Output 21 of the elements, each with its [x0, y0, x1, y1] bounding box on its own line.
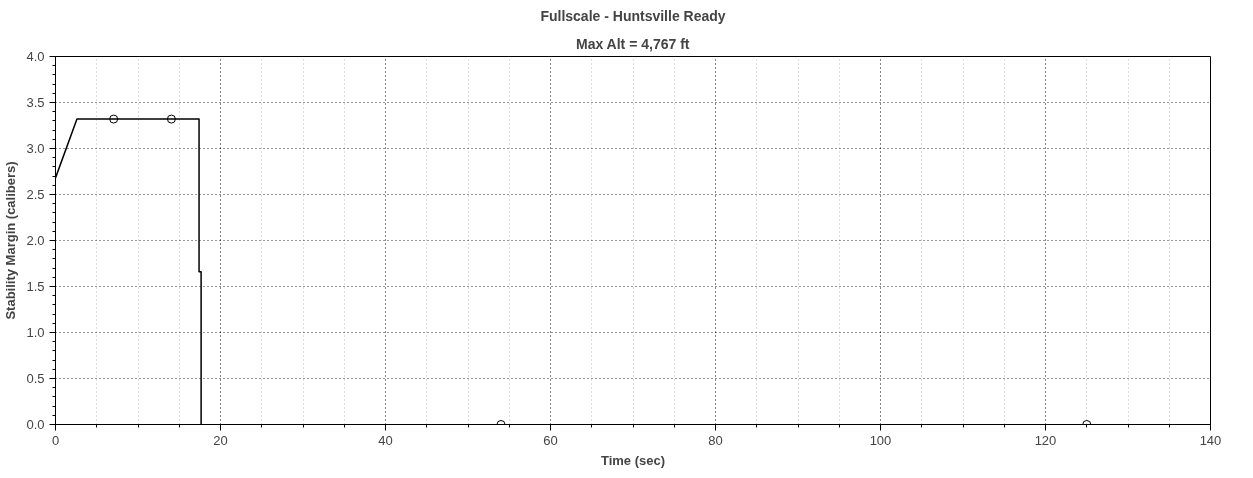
x-tick-label: 20: [213, 432, 228, 448]
x-axis-title: Time (sec): [600, 452, 666, 468]
y-axis-title: Stability Margin (calibers): [3, 161, 19, 320]
x-tick-label: 40: [378, 432, 393, 448]
chart-title: Fullscale - Huntsville Ready: [540, 7, 726, 24]
x-tick-label: 140: [1199, 432, 1222, 448]
x-tick-label: 100: [869, 432, 892, 448]
x-tick-label: 60: [543, 432, 558, 448]
y-tick-label: 3.0: [26, 141, 45, 156]
y-tick-label: 1.5: [26, 279, 45, 294]
y-tick-label: 2.5: [26, 187, 45, 202]
y-tick-label: 1.0: [26, 325, 45, 340]
y-tick-label: 0.5: [26, 371, 45, 386]
y-tick-label: 3.5: [26, 95, 45, 110]
x-tick-label: 0: [51, 432, 60, 448]
chart-subtitle: Max Alt = 4,767 ft: [576, 35, 690, 52]
y-tick-label: 2.0: [26, 233, 45, 248]
x-tick-label: 80: [708, 432, 723, 448]
x-tick-label: 120: [1034, 432, 1057, 448]
y-tick-label: 4.0: [26, 49, 45, 64]
y-tick-label: 0.0: [26, 417, 45, 432]
